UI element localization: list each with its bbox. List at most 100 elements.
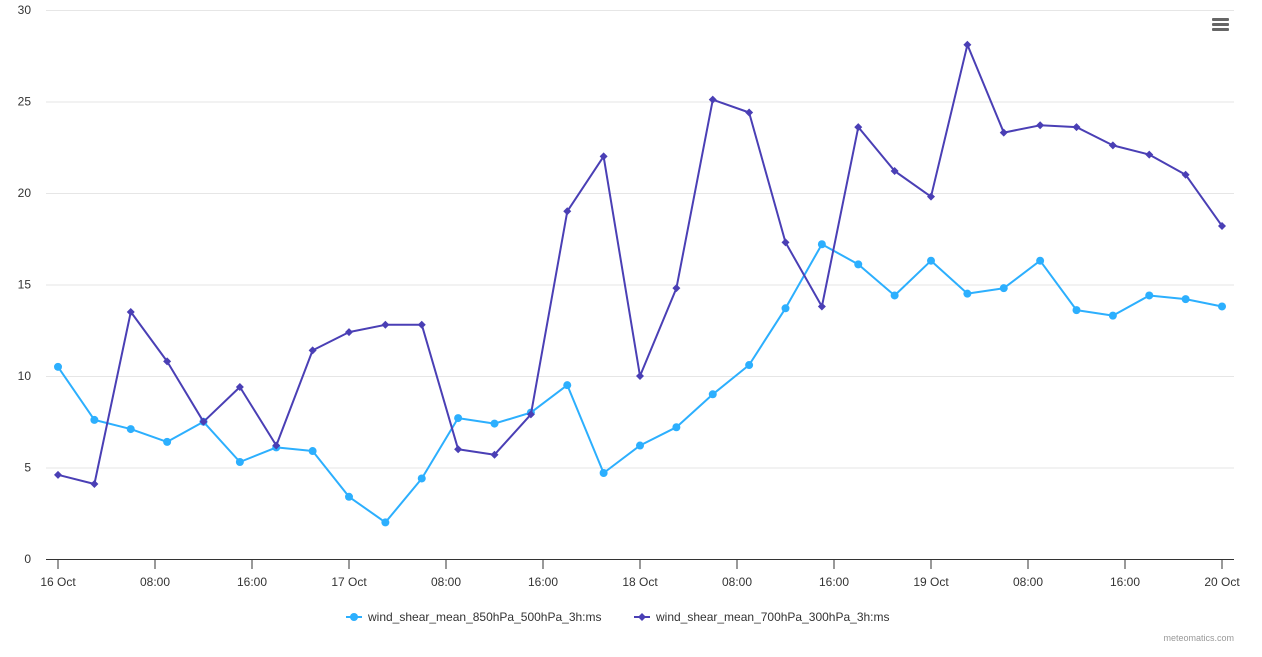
data-point[interactable] (308, 447, 317, 456)
data-point[interactable] (490, 419, 499, 428)
y-tick-label: 25 (18, 95, 32, 109)
data-point[interactable] (1108, 141, 1117, 150)
data-point[interactable] (963, 40, 972, 49)
data-point[interactable] (381, 518, 390, 527)
data-point[interactable] (1218, 221, 1226, 230)
data-point[interactable] (345, 328, 353, 337)
series-group (54, 40, 1226, 527)
x-tick-label: 16 Oct (40, 575, 76, 589)
data-point[interactable] (672, 423, 681, 432)
data-point[interactable] (345, 492, 353, 501)
data-point[interactable] (1072, 123, 1081, 132)
data-point[interactable] (563, 381, 572, 390)
data-point[interactable] (1036, 256, 1045, 265)
series-line[interactable] (57, 243, 1223, 524)
data-point[interactable] (708, 390, 717, 399)
context-menu-button[interactable] (1206, 12, 1236, 38)
x-tick-label: 08:00 (722, 575, 752, 589)
y-tick-label: 10 (18, 369, 32, 383)
data-point[interactable] (1036, 121, 1045, 130)
data-point[interactable] (199, 417, 208, 426)
grid-lines (46, 10, 1234, 469)
x-tick-label: 16:00 (819, 575, 849, 589)
data-point[interactable] (963, 289, 972, 298)
data-point[interactable] (854, 123, 863, 132)
x-tick-label: 16:00 (1110, 575, 1140, 589)
data-point[interactable] (54, 470, 62, 479)
data-point[interactable] (90, 415, 99, 424)
x-tick-label: 08:00 (140, 575, 170, 589)
data-point[interactable] (999, 284, 1008, 293)
y-tick-label: 0 (24, 552, 31, 566)
x-tick-label: 16:00 (528, 575, 558, 589)
data-point[interactable] (599, 468, 608, 477)
x-tick-label: 18 Oct (622, 575, 658, 589)
series-1[interactable] (54, 240, 1226, 527)
data-point[interactable] (745, 108, 754, 117)
data-point[interactable] (999, 128, 1008, 137)
credits-link[interactable]: meteomatics.com (1163, 633, 1234, 643)
data-point[interactable] (417, 474, 426, 483)
legend-marker-icon[interactable] (638, 613, 646, 621)
x-tick-label: 08:00 (431, 575, 461, 589)
data-point[interactable] (817, 240, 826, 249)
legend-marker-icon[interactable] (350, 613, 358, 621)
series-line[interactable] (57, 43, 1223, 485)
data-point[interactable] (417, 320, 426, 329)
data-point[interactable] (927, 192, 935, 201)
series-2[interactable] (54, 40, 1226, 488)
data-point[interactable] (890, 167, 899, 176)
data-point[interactable] (54, 362, 62, 371)
y-tick-label: 20 (18, 186, 32, 200)
y-tick-label: 30 (18, 3, 32, 17)
x-tick-label: 19 Oct (913, 575, 949, 589)
data-point[interactable] (599, 152, 608, 161)
data-point[interactable] (890, 291, 899, 300)
data-point[interactable] (854, 260, 863, 269)
data-point[interactable] (1145, 150, 1154, 159)
data-point[interactable] (454, 414, 463, 423)
legend-label: wind_shear_mean_850hPa_500hPa_3h:ms (367, 610, 602, 624)
data-point[interactable] (1181, 170, 1190, 179)
data-point[interactable] (1218, 302, 1226, 311)
data-point[interactable] (1181, 295, 1190, 304)
legend-item-2[interactable]: wind_shear_mean_700hPa_300hPa_3h:ms (634, 610, 890, 624)
x-tick-label: 17 Oct (331, 575, 367, 589)
data-point[interactable] (745, 361, 754, 370)
data-point[interactable] (272, 441, 281, 450)
x-axis: 16 Oct 08:00 16:00 17 Oct 08:00 16:00 18 Oct 08… (40, 559, 1240, 589)
y-tick-label: 5 (24, 461, 31, 475)
x-tick-label: 08:00 (1013, 575, 1043, 589)
data-point[interactable] (126, 307, 135, 316)
data-point[interactable] (490, 450, 499, 459)
data-point[interactable] (1108, 311, 1117, 320)
data-point[interactable] (163, 437, 172, 446)
data-point[interactable] (454, 445, 463, 454)
data-point[interactable] (126, 425, 135, 434)
legend-item-1[interactable]: wind_shear_mean_850hPa_500hPa_3h:ms (346, 610, 602, 624)
data-point[interactable] (1072, 306, 1081, 315)
data-point[interactable] (708, 95, 717, 104)
data-point[interactable] (308, 346, 317, 355)
data-point[interactable] (90, 479, 99, 488)
legend-label: wind_shear_mean_700hPa_300hPa_3h:ms (655, 610, 890, 624)
data-point[interactable] (672, 284, 681, 293)
data-point[interactable] (563, 207, 572, 216)
data-point[interactable] (927, 256, 935, 265)
data-point[interactable] (381, 320, 390, 329)
data-point[interactable] (636, 441, 644, 450)
data-point[interactable] (1145, 291, 1154, 300)
legend: wind_shear_mean_850hPa_500hPa_3h:ms wind_… (346, 610, 890, 624)
data-point[interactable] (235, 458, 244, 467)
x-tick-label: 20 Oct (1204, 575, 1240, 589)
data-point[interactable] (235, 382, 244, 391)
x-tick-label: 16:00 (237, 575, 267, 589)
data-point[interactable] (781, 238, 790, 247)
data-point[interactable] (817, 302, 826, 311)
data-point[interactable] (526, 410, 535, 419)
data-point[interactable] (781, 304, 790, 313)
data-point[interactable] (163, 357, 172, 366)
y-tick-label: 15 (18, 278, 32, 292)
data-point[interactable] (636, 372, 644, 380)
